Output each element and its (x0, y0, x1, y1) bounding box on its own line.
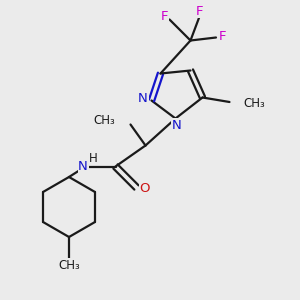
Text: CH₃: CH₃ (243, 97, 265, 110)
Text: F: F (196, 4, 203, 18)
Text: N: N (78, 160, 88, 173)
Text: CH₃: CH₃ (58, 259, 80, 272)
Text: F: F (219, 29, 226, 43)
Text: H: H (88, 152, 98, 165)
Text: N: N (172, 118, 182, 132)
Text: F: F (160, 10, 168, 23)
Text: CH₃: CH₃ (94, 114, 116, 128)
Text: N: N (138, 92, 148, 106)
Text: O: O (140, 182, 150, 196)
